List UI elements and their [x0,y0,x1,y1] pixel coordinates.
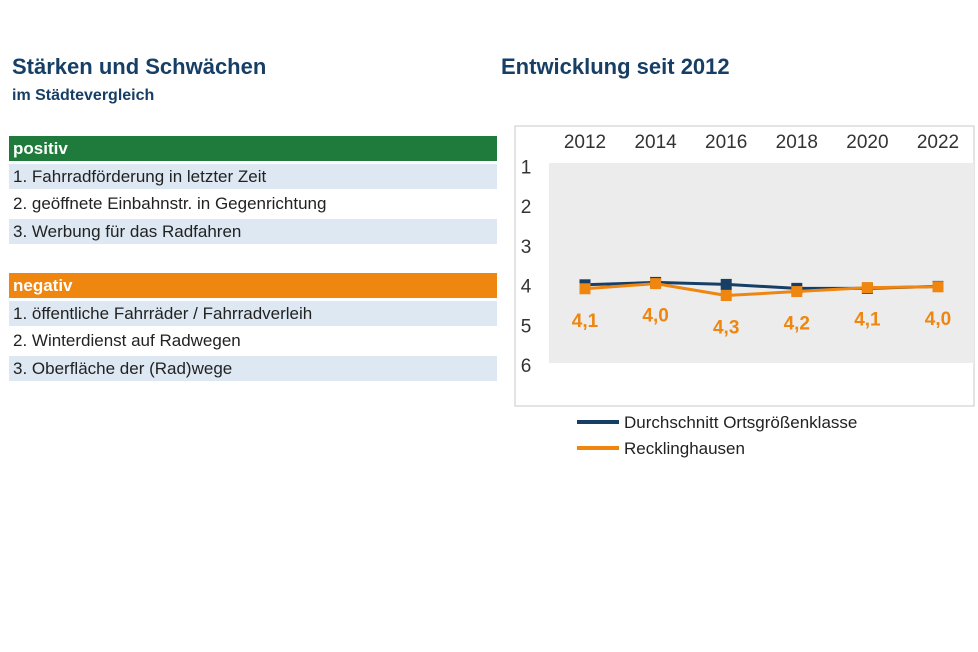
data-point-recklinghausen [720,290,732,302]
x-tick-label: 2018 [776,132,818,153]
positive-item-1: 1. Fahrradförderung in letzter Zeit [9,163,497,189]
negative-item-1: 1. öffentliche Fahrräder / Fahrradverlei… [9,300,497,326]
legend-swatch-recklinghausen [577,445,619,450]
legend-item-average: Durchschnitt Ortsgrößenklasse [577,412,857,434]
y-tick-label: 2 [521,197,532,218]
data-label: 4,0 [925,309,951,330]
x-tick-label: 2022 [917,132,959,153]
data-point-average [720,278,732,290]
data-point-recklinghausen [579,283,591,295]
left-subtitle: im Städtevergleich [12,87,155,104]
negative-header: negativ [9,273,497,298]
data-point-recklinghausen [650,278,662,290]
positive-panel: positiv 1. Fahrradförderung in letzter Z… [9,136,497,246]
legend-item-recklinghausen: Recklinghausen [577,438,745,460]
data-label: 4,1 [572,311,599,332]
positive-item-3: 3. Werbung für das Radfahren [9,218,497,244]
data-point-recklinghausen [932,281,944,293]
data-label: 4,2 [784,314,810,335]
series-line-recklinghausen [584,282,939,298]
negative-item-3: 3. Oberfläche der (Rad)wege [9,355,497,381]
data-point-recklinghausen [861,282,873,294]
data-label: 4,0 [642,306,668,327]
positive-item-2: 2. geöffnete Einbahnstr. in Gegenrichtun… [9,191,497,216]
negative-item-2: 2. Winterdienst auf Radwegen [9,328,497,353]
chart-title: Entwicklung seit 2012 [501,54,730,79]
y-tick-label: 1 [521,158,532,179]
legend-label-recklinghausen: Recklinghausen [624,439,745,458]
legend-label-average: Durchschnitt Ortsgrößenklasse [624,413,858,432]
data-label: 4,1 [854,310,881,331]
negative-panel: negativ 1. öffentliche Fahrräder / Fahrr… [9,273,497,383]
y-tick-label: 4 [521,277,532,298]
x-tick-label: 2012 [564,132,606,153]
x-tick-label: 2016 [705,132,747,153]
left-title: Stärken und Schwächen [12,54,267,79]
plot-area [549,163,974,363]
legend-swatch-average [577,419,619,424]
y-tick-label: 3 [521,237,532,258]
x-tick-label: 2014 [634,132,677,153]
data-label: 4,3 [713,318,739,339]
y-tick-label: 6 [521,356,532,377]
x-tick-label: 2020 [846,132,888,153]
positive-header: positiv [9,136,497,161]
y-tick-label: 5 [521,316,532,337]
data-point-recklinghausen [791,286,803,298]
